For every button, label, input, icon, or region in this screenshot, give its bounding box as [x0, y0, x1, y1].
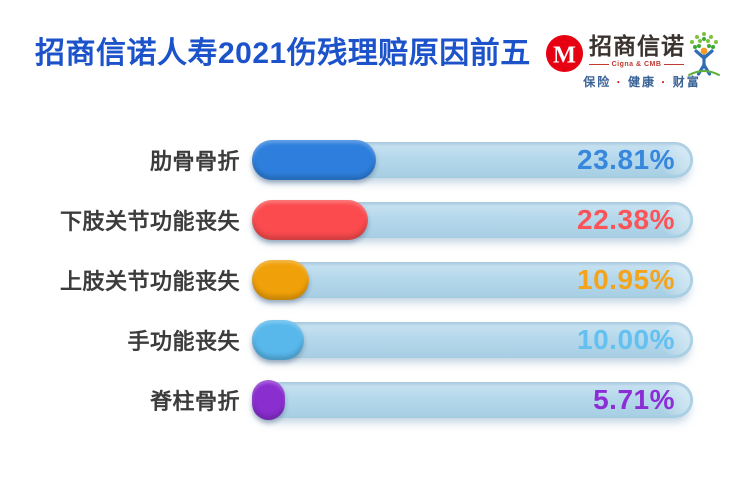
category-label: 手功能丧失: [127, 329, 240, 354]
category-label: 上肢关节功能丧失: [59, 269, 240, 294]
bar-row: 下肢关节功能丧失 22.38%: [48, 190, 708, 250]
value-label: 5.71%: [593, 384, 675, 415]
tagline-dot: ·: [661, 75, 668, 89]
category-label: 脊柱骨折: [149, 389, 240, 414]
bar-fill: [252, 140, 376, 180]
page-title: 招商信诺人寿2021伤残理赔原因前五: [35, 37, 531, 70]
bar-row: 手功能丧失 10.00%: [48, 310, 708, 370]
category-label: 肋骨骨折: [149, 149, 240, 174]
bar-row: 肋骨骨折 23.81%: [48, 130, 708, 190]
bar-track: 5.71%: [252, 380, 693, 420]
bar-row: 上肢关节功能丧失 10.95%: [48, 250, 708, 310]
brand-logo: M 招商信诺 Cigna & CMB 保险 ·: [545, 31, 725, 91]
tagline-word: 健康: [627, 75, 656, 89]
bar-fill: [252, 260, 309, 300]
bar-track: 22.38%: [252, 200, 693, 240]
bar-track: 10.95%: [252, 260, 693, 300]
cmb-m-icon: M: [545, 34, 584, 73]
brand-name-en: Cigna & CMB: [611, 61, 662, 68]
brand-tagline: 保险 · 健康 · 财富: [579, 73, 705, 90]
bar-fill: [252, 380, 286, 420]
value-label: 23.81%: [577, 144, 675, 175]
divider-line: [664, 64, 684, 65]
brand-name-cn: 招商信诺: [589, 33, 685, 59]
divider-line: [589, 64, 609, 65]
bar-row: 脊柱骨折 5.71%: [48, 370, 708, 430]
bar-track: 23.81%: [252, 140, 693, 180]
tree-icon: [688, 32, 720, 76]
bar-fill: [252, 200, 369, 240]
tagline-dot: ·: [616, 75, 623, 89]
brand-text-block: 招商信诺 Cigna & CMB: [589, 33, 684, 68]
svg-text:M: M: [553, 41, 576, 68]
tagline-word: 财富: [672, 75, 701, 89]
bar-fill: [252, 320, 305, 360]
brand-name-en-row: Cigna & CMB: [589, 61, 684, 68]
bar-track: 10.00%: [252, 320, 693, 360]
bar-chart: 肋骨骨折 23.81% 下肢关节功能丧失 22.38% 上肢关节功能丧失 10.95% 手功…: [48, 130, 708, 430]
category-label: 下肢关节功能丧失: [59, 209, 240, 234]
value-label: 10.00%: [577, 324, 675, 355]
value-label: 22.38%: [577, 204, 675, 235]
tagline-word: 保险: [583, 75, 612, 89]
value-label: 10.95%: [577, 264, 675, 295]
